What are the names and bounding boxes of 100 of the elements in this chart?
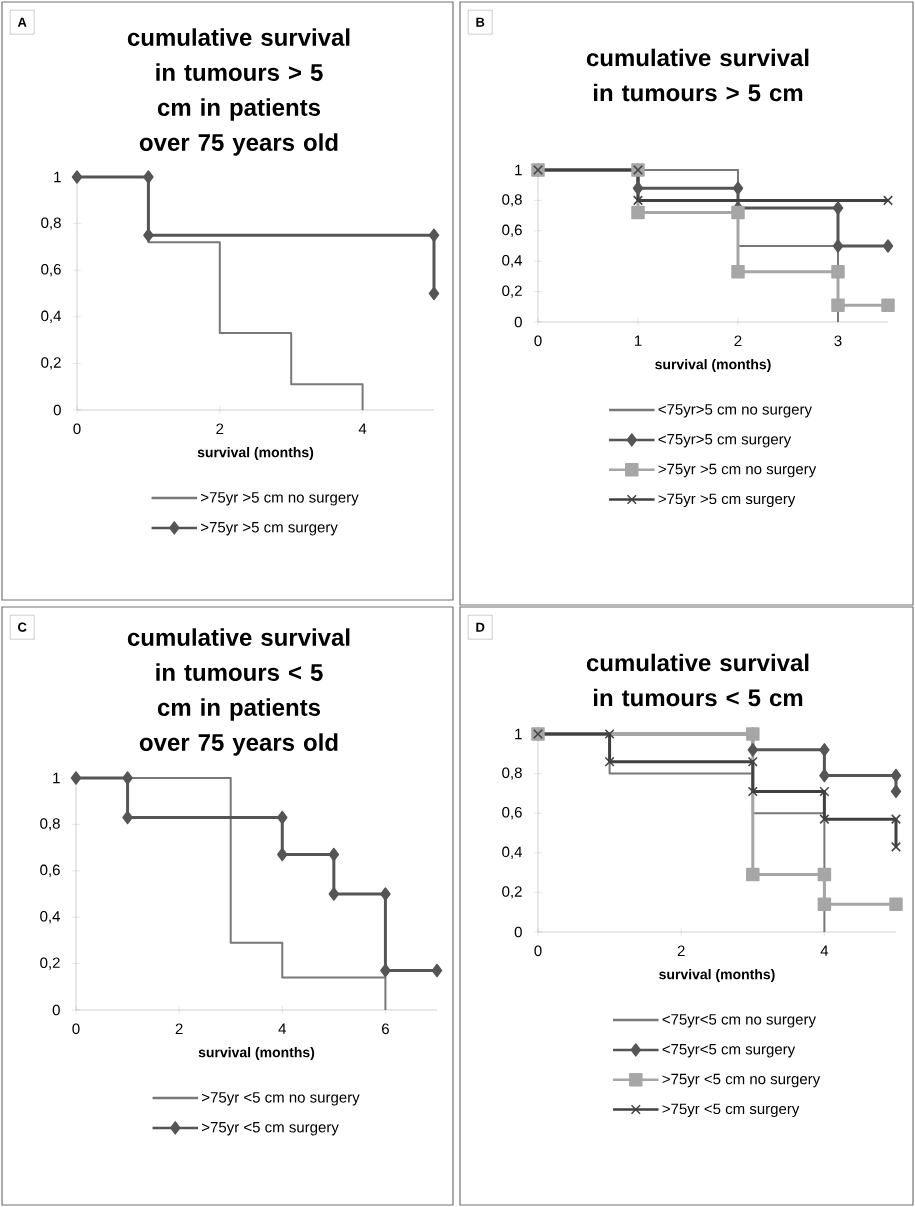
point — [328, 847, 340, 862]
chart-title: cumulative survival in tumours > 5 cm in patients over 75 years old — [127, 28, 350, 156]
legend-label: >75yr <5 cm surgery — [202, 1122, 339, 1136]
y-tick-label: 0,8 — [40, 818, 60, 831]
legend-label: >75yr >5 cm surgery — [201, 522, 338, 536]
x-tick-label: 0 — [534, 335, 542, 347]
point — [817, 867, 832, 882]
y-tick-label: 0 — [53, 404, 61, 416]
point — [890, 784, 902, 799]
y-tick-label: 0,2 — [502, 285, 522, 298]
point — [819, 768, 830, 783]
y-tick-label: 1 — [515, 164, 522, 176]
point — [71, 170, 83, 184]
chart-title: cumulative survival in tumours < 5 cm — [586, 653, 809, 707]
point — [890, 768, 902, 783]
y-tick-label: 0,6 — [40, 864, 60, 877]
point — [732, 181, 744, 195]
point — [122, 810, 133, 825]
legend-label: <75yr>5 cm no surgery — [658, 404, 812, 418]
y-tick-label: 0,2 — [41, 357, 61, 370]
point — [819, 786, 830, 797]
point — [817, 897, 832, 912]
legend-label: <75yr<5 cm surgery — [662, 1044, 796, 1058]
point — [604, 729, 615, 739]
point — [832, 239, 844, 253]
point — [328, 887, 340, 901]
y-tick-label: 0 — [514, 316, 522, 328]
point — [883, 195, 893, 206]
y-tick-label: 0,6 — [41, 264, 61, 277]
x-axis-title: survival (months) — [197, 447, 314, 461]
point — [143, 170, 154, 184]
point — [122, 771, 133, 785]
x-tick-label: 2 — [677, 945, 685, 956]
y-tick-label: 1 — [53, 772, 60, 784]
legend-label: >75yr <5 cm no surgery — [662, 1073, 821, 1088]
x-tick-label: 0 — [534, 945, 542, 957]
point — [831, 298, 845, 313]
point — [380, 963, 391, 978]
point — [428, 286, 440, 301]
point — [632, 181, 644, 195]
point — [143, 228, 154, 242]
y-tick-label: 0 — [52, 1004, 60, 1016]
point — [633, 195, 643, 206]
y-tick-label: 0,2 — [502, 886, 522, 899]
x-tick-label: 0 — [73, 423, 81, 435]
x-tick-label: 3 — [834, 335, 842, 347]
text: B — [476, 17, 485, 27]
text: A — [17, 17, 27, 27]
x-tick-label: 1 — [634, 335, 642, 346]
point — [747, 786, 758, 797]
point — [881, 298, 895, 313]
point — [747, 743, 759, 757]
point — [882, 239, 894, 253]
x-axis-title: survival (months) — [655, 359, 771, 373]
y-tick-label: 0,2 — [40, 957, 60, 970]
legend-label: >75yr >5 cm no surgery — [201, 492, 359, 506]
text: D — [476, 622, 485, 632]
point — [819, 814, 830, 825]
x-axis-title: survival (months) — [659, 969, 775, 983]
point — [891, 814, 901, 825]
y-tick-label: 0,4 — [41, 310, 62, 323]
point — [819, 743, 830, 757]
legend-label: >75yr <5 cm no surgery — [202, 1092, 360, 1106]
point — [731, 205, 745, 220]
chart-title: cumulative survival in tumours > 5 cm — [586, 48, 809, 102]
y-tick-label: 0 — [514, 926, 522, 938]
point — [746, 867, 760, 882]
point — [631, 205, 645, 220]
x-tick-label: 4 — [820, 945, 829, 956]
x-axis-title: survival (months) — [198, 1047, 315, 1061]
text: C — [18, 622, 27, 632]
chart-title: cumulative survival in tumours < 5 cm in patients over 75 years old — [127, 628, 350, 756]
point — [277, 810, 288, 825]
point — [70, 771, 82, 785]
point — [277, 847, 288, 862]
y-tick-label: 0,6 — [502, 224, 522, 237]
y-tick-label: 0,4 — [502, 255, 523, 268]
point — [428, 228, 440, 242]
point — [832, 201, 844, 215]
y-tick-label: 0,4 — [502, 846, 523, 859]
y-tick-label: 0,4 — [40, 910, 61, 924]
point — [891, 841, 901, 852]
x-tick-label: 2 — [216, 423, 224, 434]
x-tick-label: 2 — [175, 1023, 183, 1034]
legend-label: <75yr<5 cm no surgery — [662, 1014, 816, 1028]
point — [604, 756, 615, 767]
legend-label: >75yr >5 cm no surgery — [658, 463, 817, 478]
x-tick-label: 0 — [72, 1023, 80, 1035]
point — [431, 963, 443, 978]
x-tick-label: 4 — [278, 1023, 287, 1034]
point — [380, 887, 391, 901]
y-tick-label: 0,6 — [502, 806, 522, 820]
point — [889, 897, 903, 912]
legend-label: <75yr>5 cm surgery — [658, 434, 792, 448]
y-tick-label: 1 — [54, 171, 61, 183]
point — [747, 756, 758, 767]
point — [731, 265, 745, 279]
legend-label: >75yr >5 cm surgery — [658, 493, 796, 508]
legend-label: >75yr <5 cm surgery — [662, 1103, 800, 1118]
y-tick-label: 1 — [515, 728, 522, 740]
